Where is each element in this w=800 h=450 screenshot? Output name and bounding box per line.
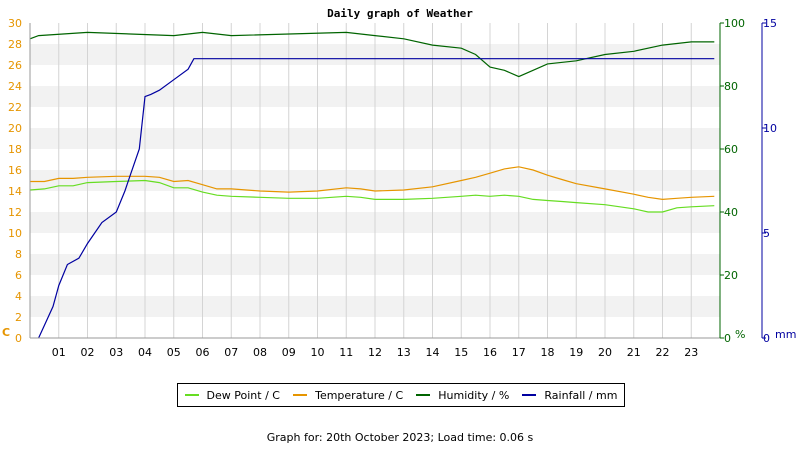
x-tick-label: 17 [512,346,526,359]
left-tick-label: 8 [15,248,22,261]
left-tick-label: 12 [8,206,22,219]
axes [29,23,763,339]
x-tick-label: 10 [311,346,325,359]
x-tick-label: 16 [483,346,497,359]
humidity-tick-label: 0 [724,332,731,345]
data-series [29,31,715,339]
x-tick-label: 20 [598,346,612,359]
left-tick-label: 22 [8,101,22,114]
x-tick-label: 15 [454,346,468,359]
humidity-tick-label: 20 [724,269,738,282]
legend-item: Dew Point / C [184,388,280,402]
legend-swatch [416,394,431,396]
legend-swatch [293,394,308,396]
legend-label: Humidity / % [438,388,510,402]
left-tick-label: 30 [8,17,22,30]
series-temperature-c [30,166,715,201]
left-axis-unit: C [2,326,10,339]
left-tick-label: 16 [8,164,22,177]
rainfall-tick-label: 0 [763,332,770,345]
series-rainfall-mm [38,58,715,339]
rainfall-tick-label: 10 [763,122,777,135]
series-humidity [29,31,715,78]
left-tick-label: 18 [8,143,22,156]
chart-title: Daily graph of Weather [327,7,473,20]
legend-label: Rainfall / mm [544,388,618,402]
x-tick-label: 04 [138,346,152,359]
rainfall-tick-label: 5 [763,227,770,240]
x-tick-label: 03 [109,346,123,359]
legend-label: Temperature / C [315,388,404,402]
x-tick-label: 09 [282,346,296,359]
x-tick-label: 19 [569,346,583,359]
series-dew-point-c [29,179,715,213]
humidity-tick-label: 80 [724,80,738,93]
left-tick-label: 24 [8,80,22,93]
x-tick-label: 22 [656,346,670,359]
vertical-gridlines [58,23,692,338]
left-tick-label: 26 [8,59,22,72]
x-tick-label: 12 [368,346,382,359]
humidity-axis-unit: % [735,328,745,341]
x-tick-label: 14 [426,346,440,359]
x-tick-label: 05 [167,346,181,359]
x-tick-label: 08 [253,346,267,359]
left-tick-label: 4 [15,290,22,303]
x-tick-label: 07 [224,346,238,359]
left-tick-label: 6 [15,269,22,282]
legend-item: Humidity / % [416,389,509,402]
x-tick-label: 02 [81,346,95,359]
legend-swatch [522,394,537,396]
left-tick-label: 0 [15,332,22,345]
humidity-tick-label: 40 [724,206,738,219]
legend-item: Temperature / C [293,389,403,402]
legend-item: Rainfall / mm [522,389,617,402]
footer-text: Graph for: 20th October 2023; Load time:… [266,431,534,444]
left-tick-label: 20 [8,122,22,135]
humidity-tick-label: 60 [724,143,738,156]
chart-legend: Dew Point / C Temperature / C Humidity / %… [177,383,625,407]
left-tick-label: 14 [8,185,22,198]
x-tick-label: 13 [397,346,411,359]
x-tick-label: 01 [52,346,66,359]
humidity-tick-label: 100 [724,17,745,30]
x-tick-label: 06 [196,346,210,359]
rainfall-tick-label: 15 [763,17,777,30]
rainfall-axis-unit: mm [775,328,796,341]
x-tick-label: 18 [541,346,555,359]
left-tick-label: 28 [8,38,22,51]
legend-swatch [184,394,199,396]
x-tick-label: 11 [339,346,353,359]
axis-labels: 01 02 03 04 05 06 07 08 09 10 11 12 13 14 15 16 17 18 19 20… [2,17,796,359]
x-tick-label: 23 [684,346,698,359]
x-tick-label: 21 [627,346,641,359]
legend-label: Dew Point / C [206,388,280,402]
left-tick-label: 10 [8,227,22,240]
left-tick-label: 2 [15,311,22,324]
